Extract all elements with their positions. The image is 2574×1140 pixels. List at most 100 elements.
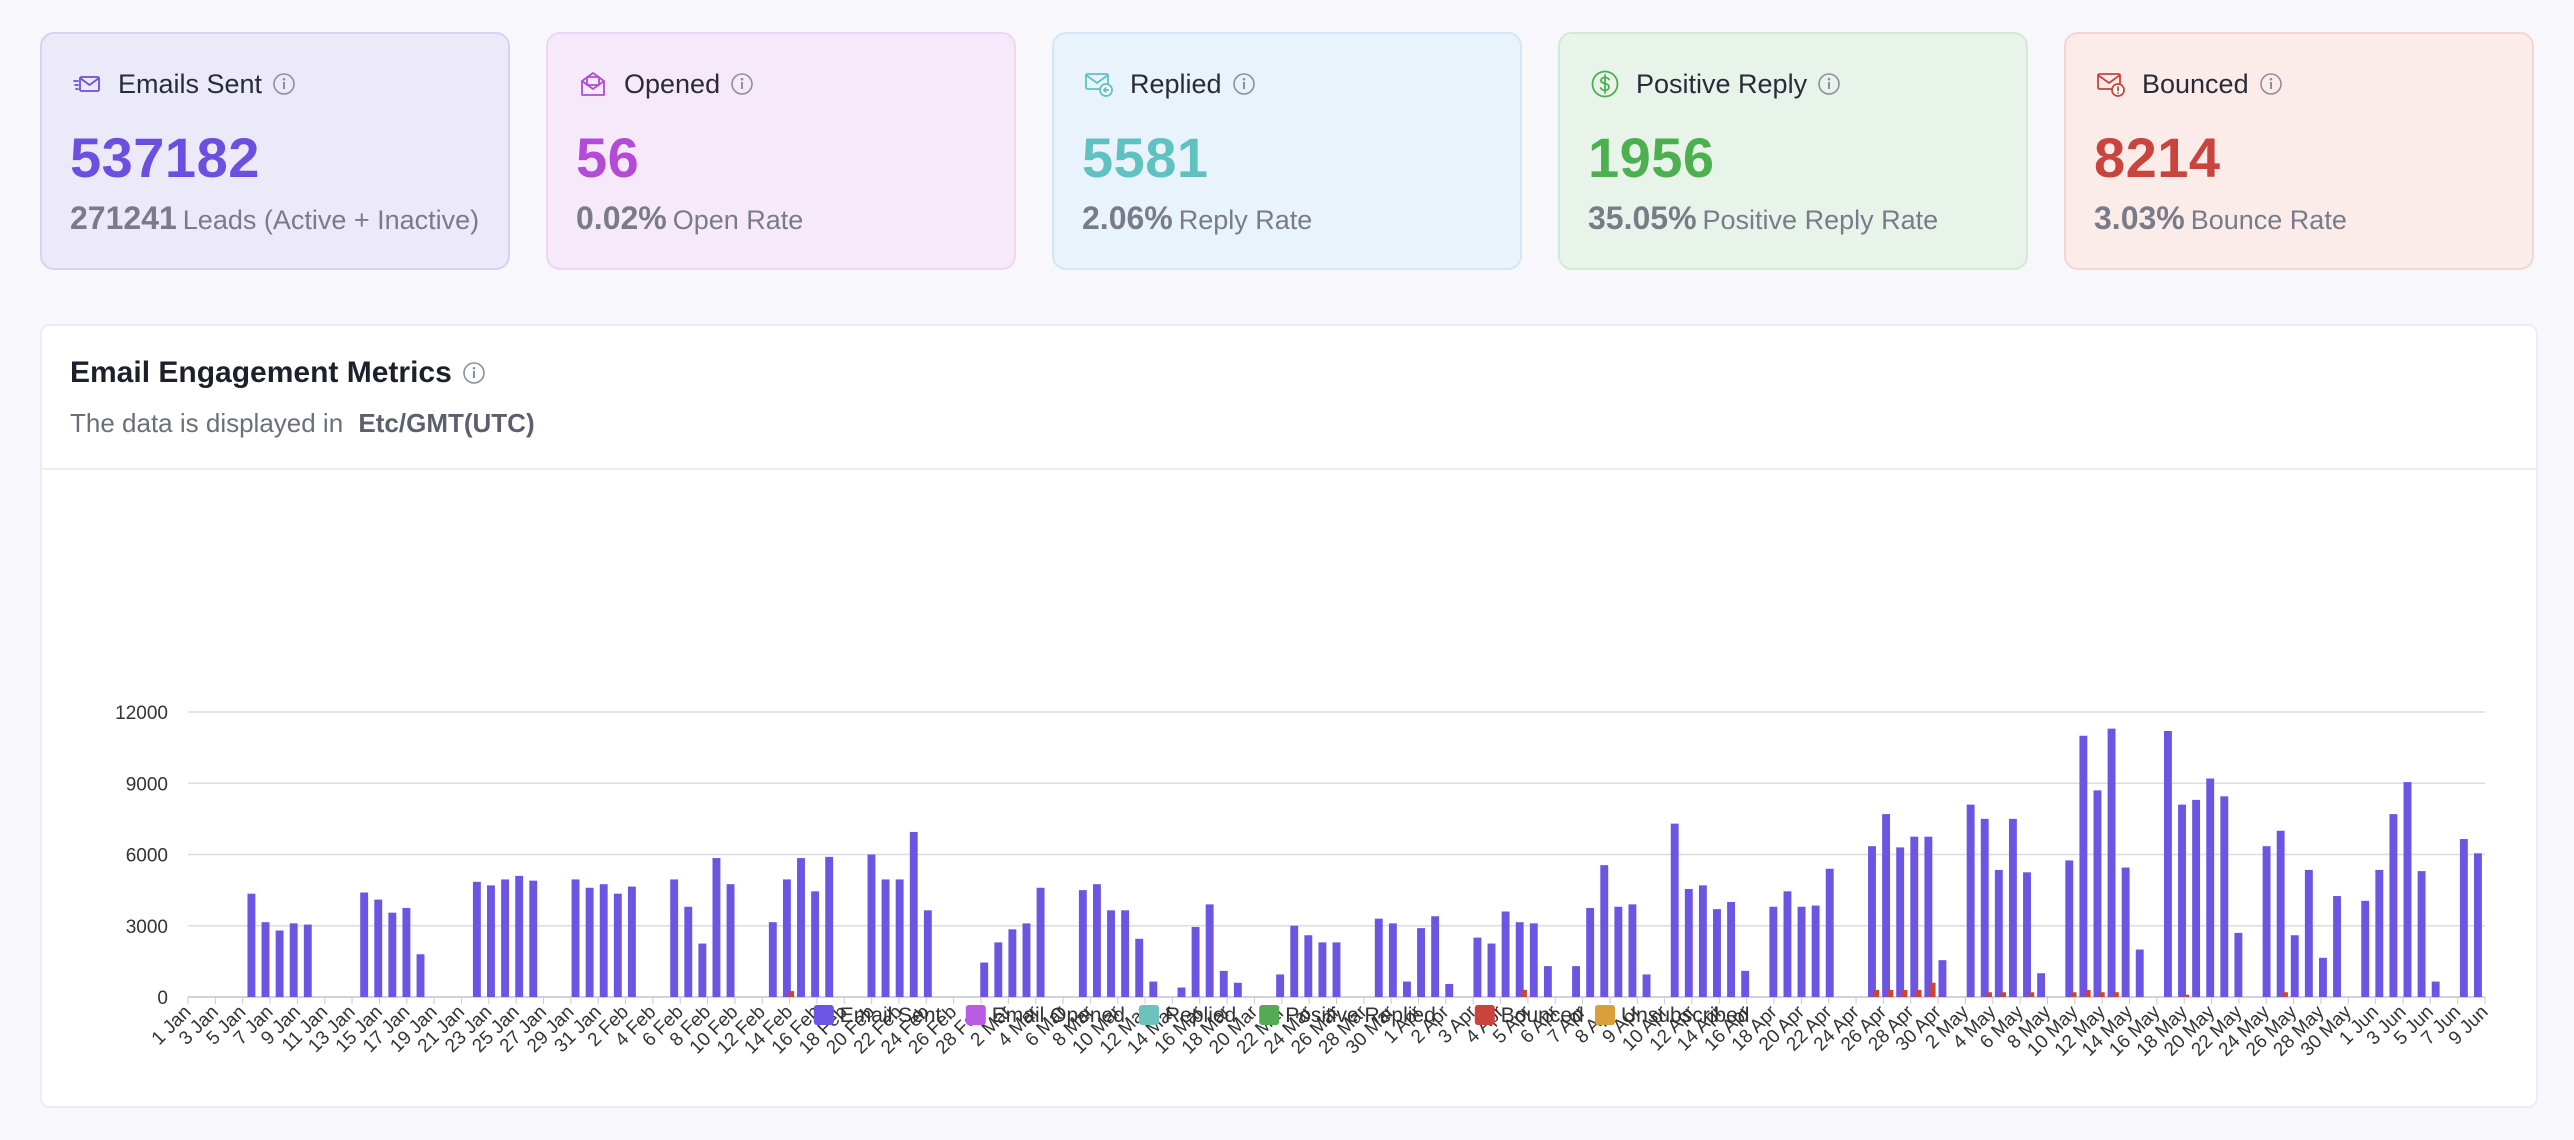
info-icon[interactable]: [1817, 72, 1841, 96]
bar-email-sent: [811, 891, 820, 997]
bar-email-sent: [1811, 905, 1820, 997]
bar-email-sent: [1008, 929, 1017, 997]
bar-email-sent: [797, 858, 805, 997]
bar-email-sent: [1092, 884, 1101, 997]
bar-email-sent: [2403, 782, 2412, 997]
bar-email-sent: [515, 875, 524, 997]
bar-email-sent: [487, 885, 495, 997]
bar-email-sent: [1896, 847, 1905, 997]
bar-email-sent: [1614, 906, 1623, 997]
bar-email-sent: [1586, 907, 1595, 997]
stat-card-bounced: Bounced 8214 3.03% Bounce Rate: [2064, 32, 2534, 270]
card-header: Emails Sent: [70, 64, 480, 104]
info-icon[interactable]: [2259, 72, 2283, 96]
bar-bounced: [2113, 992, 2119, 997]
card-title: Opened: [624, 68, 721, 99]
bar-email-sent: [388, 912, 397, 997]
bar-email-sent: [627, 886, 636, 997]
card-title: Replied: [1130, 68, 1222, 99]
card-subtext: 35.05% Positive Reply Rate: [1588, 200, 1998, 237]
legend-swatch: [1139, 1005, 1159, 1025]
bar-email-sent: [1388, 923, 1397, 997]
card-header: Bounced: [2094, 64, 2504, 104]
info-icon[interactable]: [272, 72, 296, 96]
card-title: Bounced: [2142, 68, 2249, 99]
bar-email-sent: [994, 942, 1003, 997]
y-tick-label: 12000: [115, 703, 168, 724]
bar-email-sent: [1177, 987, 1186, 997]
bar-email-sent: [2008, 818, 2017, 997]
bar-email-sent: [1318, 942, 1327, 997]
bar-email-sent: [1713, 909, 1721, 997]
info-icon[interactable]: [462, 361, 486, 385]
dollar-circle-icon: [1588, 67, 1622, 101]
bar-email-sent: [1332, 942, 1341, 997]
bar-email-sent: [2023, 872, 2031, 997]
bar-bounced: [1873, 989, 1880, 997]
bar-email-sent: [247, 893, 256, 997]
bar-email-sent: [1769, 906, 1778, 997]
bar-email-sent: [1276, 974, 1285, 997]
bar-email-sent: [2206, 778, 2215, 997]
bar-bounced: [2085, 989, 2091, 997]
email-open-icon: [576, 67, 610, 101]
card-title: Emails Sent: [118, 68, 263, 99]
bar-email-sent: [2065, 860, 2074, 997]
card-sub-value: 3.03%: [2094, 200, 2185, 236]
bar-email-sent: [2459, 839, 2468, 997]
bar-email-sent: [1233, 982, 1242, 997]
legend-label: Email Sent: [840, 1004, 942, 1027]
bar-bounced: [1915, 989, 1922, 997]
bar-email-sent: [1868, 846, 1876, 997]
bar-email-sent: [1741, 970, 1750, 997]
bar-email-sent: [1825, 868, 1834, 997]
bar-email-sent: [275, 930, 284, 997]
stat-card-sent: Emails Sent 537182 271241 Leads (Active +…: [40, 32, 510, 270]
bar-email-sent: [1684, 888, 1693, 997]
bar-email-sent: [1501, 911, 1510, 997]
info-icon[interactable]: [730, 72, 754, 96]
bar-email-sent: [2093, 790, 2102, 997]
bar-email-sent: [1698, 885, 1707, 997]
card-sub-label: Positive Reply Rate: [1702, 205, 1939, 235]
bar-email-sent: [1374, 918, 1383, 997]
bar-email-sent: [712, 858, 721, 997]
bar-bounced: [2282, 992, 2288, 997]
bar-email-sent: [1219, 970, 1228, 997]
bar-email-sent: [261, 922, 270, 997]
bar-email-sent: [1727, 902, 1736, 997]
bar-email-sent: [1543, 966, 1552, 997]
bar-email-sent: [2417, 871, 2426, 997]
card-header: Positive Reply: [1588, 64, 1998, 104]
info-icon[interactable]: [1232, 72, 1256, 96]
bar-bounced: [1521, 989, 1527, 997]
bar-email-sent: [2318, 957, 2327, 997]
bar-email-sent: [726, 884, 735, 997]
bar-email-sent: [1036, 887, 1045, 997]
bar-email-sent: [698, 943, 707, 997]
bar-email-sent: [501, 879, 510, 997]
card-header: Replied: [1082, 64, 1492, 104]
bar-email-sent: [529, 880, 538, 997]
bar-email-sent: [1994, 869, 2003, 997]
card-sub-label: Bounce Rate: [2190, 205, 2347, 235]
bar-email-sent: [895, 879, 904, 997]
bar-email-sent: [1515, 922, 1524, 997]
legend-label: Replied: [1165, 1004, 1236, 1027]
bar-email-sent: [571, 879, 580, 997]
card-subtext: 3.03% Bounce Rate: [2094, 200, 2504, 237]
bar-email-sent: [2262, 846, 2271, 997]
bar-email-sent: [416, 954, 425, 997]
bar-email-sent: [2276, 830, 2285, 997]
stat-card-positive: Positive Reply 1956 35.05% Positive Reply…: [1558, 32, 2028, 270]
bar-email-sent: [1797, 906, 1806, 997]
bar-email-sent: [303, 924, 312, 997]
bar-email-sent: [1304, 935, 1313, 997]
y-tick-label: 3000: [126, 917, 168, 938]
bar-email-sent: [1966, 804, 1975, 997]
bar-email-sent: [1078, 890, 1087, 997]
card-sub-value: 2.06%: [1082, 200, 1173, 236]
bar-email-sent: [1107, 910, 1115, 997]
bar-email-sent: [1135, 938, 1144, 997]
